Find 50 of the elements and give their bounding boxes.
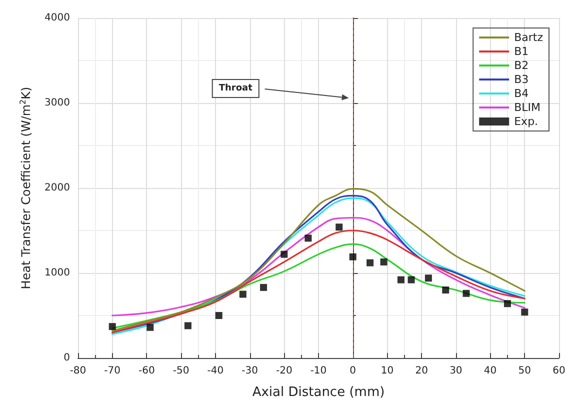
x-tick-label: -50: [172, 366, 190, 376]
x-tick-label: 0: [350, 366, 356, 376]
x-tick-label: 60: [552, 366, 566, 376]
point: [408, 276, 415, 284]
x-tick-label: -20: [276, 366, 292, 376]
point: [366, 259, 374, 266]
y-tick-label: 0: [64, 352, 70, 364]
x-tick-label: 30: [450, 366, 462, 376]
y-axis-title: Heat Transfer Coefficient (W/m2K): [18, 86, 33, 290]
x-tick-label: 50: [518, 366, 532, 376]
point: [184, 322, 192, 330]
point: [349, 253, 356, 260]
legend-label: B2: [514, 59, 529, 72]
point: [442, 286, 450, 294]
point: [260, 284, 268, 291]
y-tick-label: 2000: [44, 182, 70, 194]
point: [215, 312, 222, 319]
point: [504, 300, 511, 308]
y-tick-label: 1000: [44, 268, 70, 278]
point: [336, 224, 343, 231]
legend-label: BLIM: [514, 101, 541, 114]
x-axis-title: Axial Distance (mm): [252, 385, 385, 400]
legend-label: Exp.: [514, 115, 538, 128]
point: [146, 324, 154, 331]
x-tick-label: 40: [484, 366, 497, 376]
x-tick-label: 20: [415, 366, 428, 376]
point: [462, 290, 470, 297]
x-tick-label: -40: [207, 366, 224, 376]
x-tick-label: -30: [242, 366, 258, 376]
point: [380, 258, 388, 266]
x-tick-label: -10: [310, 366, 327, 376]
x-tick-label: -70: [104, 366, 121, 376]
x-tick-label: -80: [70, 366, 86, 376]
x-tick-label: -60: [138, 366, 155, 376]
point: [304, 234, 312, 242]
y-tick-label: 4000: [44, 12, 70, 24]
point: [521, 308, 528, 316]
y-tick-label: 3000: [44, 98, 70, 108]
point: [280, 250, 288, 258]
legend-label: B1: [514, 45, 529, 58]
point: [239, 290, 246, 298]
point: [108, 323, 116, 330]
x-tick-label: 10: [380, 366, 394, 376]
point: [397, 276, 404, 284]
legend-label: B4: [514, 87, 529, 100]
legend-label: B3: [514, 73, 529, 86]
point: [424, 274, 432, 282]
line-series: [112, 230, 526, 334]
annotation: Throat: [218, 84, 254, 94]
legend-label: Bartz: [514, 31, 544, 44]
